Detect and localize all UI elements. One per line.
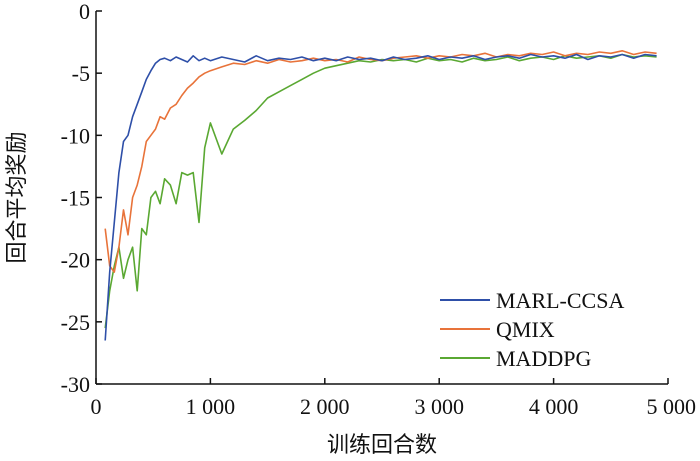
x-axis-title: 训练回合数 <box>327 433 437 458</box>
y-axis-title: 回合平均奖励 <box>5 131 30 263</box>
x-tick-label: 3 000 <box>414 394 464 419</box>
y-tick-label: -25 <box>61 310 90 335</box>
y-tick-label: -15 <box>61 186 90 211</box>
legend-label: MADDPG <box>496 346 591 371</box>
series-line-marl-ccsa <box>104 53 657 341</box>
y-tick-label: 0 <box>79 0 90 24</box>
x-tick-label: 5 000 <box>647 394 697 419</box>
series-layer <box>104 50 657 341</box>
y-tick-label: -5 <box>72 61 90 86</box>
legend-label: MARL-CCSA <box>496 288 624 313</box>
legend: MARL-CCSA QMIX MADDPG <box>440 288 624 371</box>
x-tick-label: 4 000 <box>529 394 579 419</box>
y-tick-label: -30 <box>61 372 90 397</box>
y-tick-label: -20 <box>61 248 90 273</box>
x-tick-label: 1 000 <box>186 394 236 419</box>
legend-label: QMIX <box>496 317 555 342</box>
axes-layer <box>95 11 668 385</box>
series-line-qmix <box>104 50 657 273</box>
ticks-layer: 0-5-10-15-20-25-300 1 000 2 000 3 000 4 000 5… <box>61 0 696 419</box>
y-tick-label: -10 <box>61 123 90 148</box>
x-tick-label: 2 000 <box>300 394 350 419</box>
x-tick-label: 0 <box>91 394 102 419</box>
